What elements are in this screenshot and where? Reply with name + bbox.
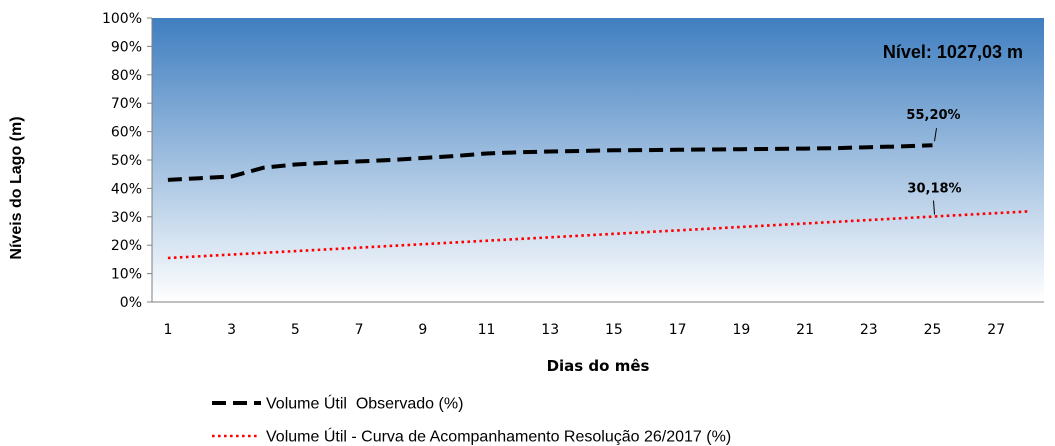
y-tick-label: 30%: [111, 210, 142, 226]
y-tick-label: 100%: [102, 11, 142, 27]
x-tick-label: 21: [796, 322, 814, 338]
y-tick-label: 70%: [111, 96, 142, 112]
x-axis-title: Dias do mês: [547, 357, 650, 375]
y-tick-label: 0%: [120, 295, 142, 311]
series-line-1: [167, 143, 933, 182]
y-tick-label: 10%: [111, 267, 142, 283]
x-tick-label: 1: [163, 322, 172, 338]
y-tick-label: 40%: [111, 181, 142, 197]
x-tick-label: 7: [355, 322, 364, 338]
x-axis: 1 3 5 7 9 11 13 15 17 19 21 23 25 27: [152, 301, 1044, 338]
x-tick-label: 9: [418, 322, 427, 338]
x-tick-label: 19: [732, 322, 750, 338]
series-layer: 55,20% 30,18%: [167, 108, 1029, 260]
data-label-curve: 30,18%: [907, 182, 961, 197]
y-axis: 0% 10% 20% 30% 40% 50% 60% 70% 80% 90% 100%: [102, 11, 153, 311]
legend-label-1: Volume Útil Observado (%): [266, 394, 463, 413]
y-tick-label: 90%: [111, 39, 142, 55]
level-annotation: Nível: 1027,03 m: [883, 42, 1023, 62]
x-tick-label: 25: [924, 322, 942, 338]
x-tick-label: 13: [541, 322, 559, 338]
data-label-leader: [934, 128, 937, 142]
data-label-observed: 55,20%: [906, 108, 960, 123]
x-tick-label: 17: [669, 322, 687, 338]
x-tick-label: 15: [605, 322, 623, 338]
x-tick-label: 27: [987, 322, 1005, 338]
y-tick-label: 50%: [111, 153, 142, 169]
plot-area: [152, 18, 1044, 302]
y-tick-label: 80%: [111, 68, 142, 84]
y-tick-label: 60%: [111, 125, 142, 141]
x-tick-label: 3: [227, 322, 236, 338]
legend: Volume Útil Observado (%) Volume Útil - C…: [212, 394, 731, 446]
data-label-leader: [933, 200, 935, 215]
y-tick-label: 20%: [111, 238, 142, 254]
legend-label-2: Volume Útil - Curva de Acompanhamento Re…: [266, 427, 731, 446]
x-tick-label: 5: [291, 322, 300, 338]
x-tick-label: 11: [478, 322, 496, 338]
x-tick-label: 23: [860, 322, 878, 338]
y-axis-title: Níveis do Lago (m): [8, 116, 25, 259]
